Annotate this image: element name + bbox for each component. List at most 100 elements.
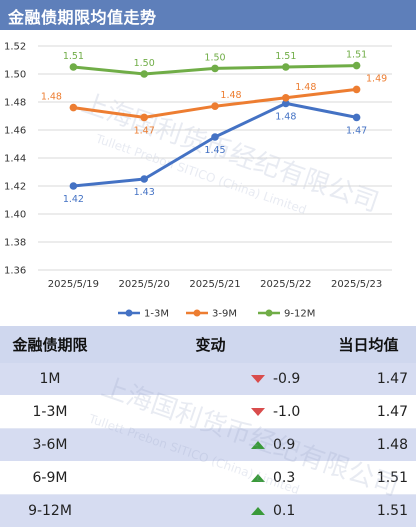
summary-table: 金融债期限 变动 当日均值 1M -0.9 1.47 1-3M -1.0 1.47 3-6M… [0,326,416,528]
table-header-row: 金融债期限 变动 当日均值 [0,326,416,363]
series-group: 1.42 1.43 1.45 1.48 1.47 1.48 1.47 1.48 1.48 1.49… [41,50,387,205]
legend-marker [193,309,201,317]
data-point [69,103,78,112]
data-point [282,63,290,71]
change-cell: -0.9 [273,363,321,396]
direction-cell [100,494,273,528]
legend-label: 1-3M [144,309,169,320]
data-label: 1.49 [366,73,387,84]
data-point [211,64,219,73]
chart-title-bar: 金融债期限均值走势 [0,0,416,30]
legend-label: 3-9M [212,309,237,320]
x-tick-label: 2025/5/21 [189,279,240,290]
y-tick-label: 1.50 [4,70,26,81]
data-label: 1.47 [134,125,155,136]
y-tick-label: 1.48 [4,98,26,109]
change-cell: -1.0 [273,395,321,429]
direction-cell [100,395,273,429]
direction-cell [100,428,273,462]
header-term: 金融债期限 [0,326,100,363]
y-tick-label: 1.52 [4,42,26,53]
legend-item: 1-3M [118,309,169,320]
data-point [211,102,219,110]
y-tick-label: 1.40 [4,210,26,221]
avg-cell: 1.51 [321,494,416,528]
x-tick-label: 2025/5/22 [260,279,311,290]
data-label: 1.47 [346,125,367,136]
avg-cell: 1.47 [321,363,416,396]
y-tick-label: 1.36 [4,266,26,277]
data-label: 1.48 [295,82,316,93]
data-label: 1.48 [220,90,241,101]
up-triangle-icon [251,441,265,449]
table-row: 1M -0.9 1.47 [0,363,416,396]
chart-title: 金融债期限均值走势 [8,8,157,27]
up-triangle-icon [251,474,265,482]
table-row: 9-12M 0.1 1.51 [0,494,416,528]
direction-cell [100,461,273,495]
data-label: 1.50 [204,52,225,63]
term-cell: 1-3M [0,395,100,429]
data-label: 1.50 [134,58,155,69]
y-tick-label: 1.38 [4,238,26,249]
avg-cell: 1.47 [321,395,416,429]
up-triangle-icon [251,507,265,515]
change-cell: 0.3 [273,461,321,495]
series-1-3M: 1.42 1.43 1.45 1.48 1.47 [63,99,367,205]
data-point [211,133,219,141]
y-axis: 1.36 1.38 1.40 1.42 1.44 1.46 1.48 1.50 1.52 [4,42,26,277]
data-point [352,113,361,122]
data-label: 1.51 [346,50,367,61]
y-tick-label: 1.46 [4,126,26,137]
term-cell: 6-9M [0,461,100,495]
series-9-12M: 1.51 1.50 1.50 1.51 1.51 [63,50,367,78]
down-triangle-icon [251,408,265,416]
header-change: 变动 [100,326,321,363]
term-cell: 1M [0,363,100,396]
legend-marker [125,309,133,317]
legend-marker [265,309,273,317]
data-point [69,182,78,190]
series-3-9M: 1.48 1.47 1.48 1.48 1.49 [41,73,387,136]
x-tick-label: 2025/5/19 [48,279,99,290]
data-point [69,63,78,71]
change-cell: 0.1 [273,494,321,528]
data-label: 1.45 [204,145,225,156]
legend-item: 3-9M [186,309,237,320]
data-label: 1.48 [41,92,62,103]
data-label: 1.43 [134,187,155,198]
y-tick-label: 1.44 [4,154,26,165]
data-point [140,70,148,78]
term-cell: 3-6M [0,428,100,462]
data-label: 1.42 [63,194,84,205]
x-tick-label: 2025/5/23 [331,279,382,290]
data-point [282,94,290,102]
gridlines [38,45,392,271]
data-point [282,99,290,108]
direction-cell [100,363,273,396]
data-point [140,175,148,183]
legend-item: 9-12M [258,309,315,320]
legend: 1-3M 3-9M 9-12M [118,309,315,320]
table-row: 3-6M 0.9 1.48 [0,428,416,462]
data-label: 1.48 [275,111,296,122]
header-avg: 当日均值 [321,326,416,363]
x-tick-label: 2025/5/20 [119,279,170,290]
table-row: 1-3M -1.0 1.47 [0,395,416,429]
term-cell: 9-12M [0,494,100,528]
y-tick-label: 1.42 [4,182,26,193]
data-point [352,61,361,70]
x-axis: 2025/5/19 2025/5/20 2025/5/21 2025/5/22 2025… [48,279,382,290]
avg-cell: 1.51 [321,461,416,495]
table-row: 6-9M 0.3 1.51 [0,461,416,495]
change-cell: 0.9 [273,428,321,462]
data-label: 1.51 [275,51,296,62]
avg-cell: 1.48 [321,428,416,462]
down-triangle-icon [251,375,265,383]
data-point [352,85,361,94]
legend-label: 9-12M [284,309,315,320]
data-point [140,113,148,122]
data-label: 1.51 [63,51,84,62]
